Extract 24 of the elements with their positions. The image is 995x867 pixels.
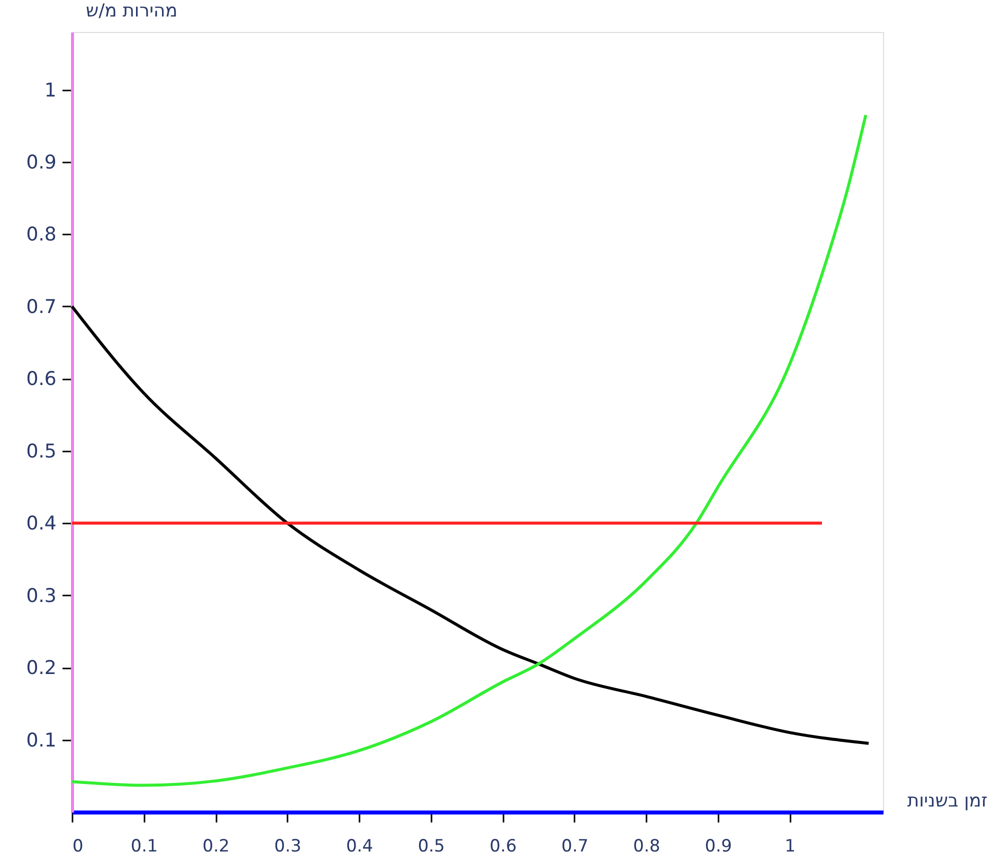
y-tick-label: 0.9 xyxy=(26,152,56,174)
x-tick-label: 0.4 xyxy=(346,836,374,856)
y-tick-label: 1 xyxy=(44,79,56,102)
x-tick-label: 1 xyxy=(784,836,796,856)
x-tick-label: 0.9 xyxy=(704,836,732,856)
x-tick-label: 0 xyxy=(72,836,84,856)
y-tick-label: 0.4 xyxy=(26,512,56,535)
x-tick-label: 0.5 xyxy=(418,836,445,856)
x-axis-title: זמן בשניות xyxy=(907,790,988,812)
y-tick-label: 0.3 xyxy=(26,584,56,607)
line-series xyxy=(70,114,868,787)
y-tick-label: 0.1 xyxy=(26,729,56,752)
x-tick-label: 0.8 xyxy=(633,836,660,856)
x-tick-label: 0.6 xyxy=(490,836,517,856)
x-tick-label: 0.7 xyxy=(561,836,588,856)
x-tick-label: 0.2 xyxy=(202,836,230,856)
y-tick-label: 0.5 xyxy=(26,440,56,462)
y-tick-label: 0.7 xyxy=(26,296,56,318)
y-axis-title: מהירות מ/ש xyxy=(86,0,178,22)
y-tick-label: 0.2 xyxy=(26,657,56,680)
y-tick-label: 0.6 xyxy=(26,368,56,390)
x-tick-label: 0.1 xyxy=(130,836,158,856)
y-tick-label: 0.8 xyxy=(26,224,56,246)
x-tick-label: 0.3 xyxy=(274,836,302,856)
